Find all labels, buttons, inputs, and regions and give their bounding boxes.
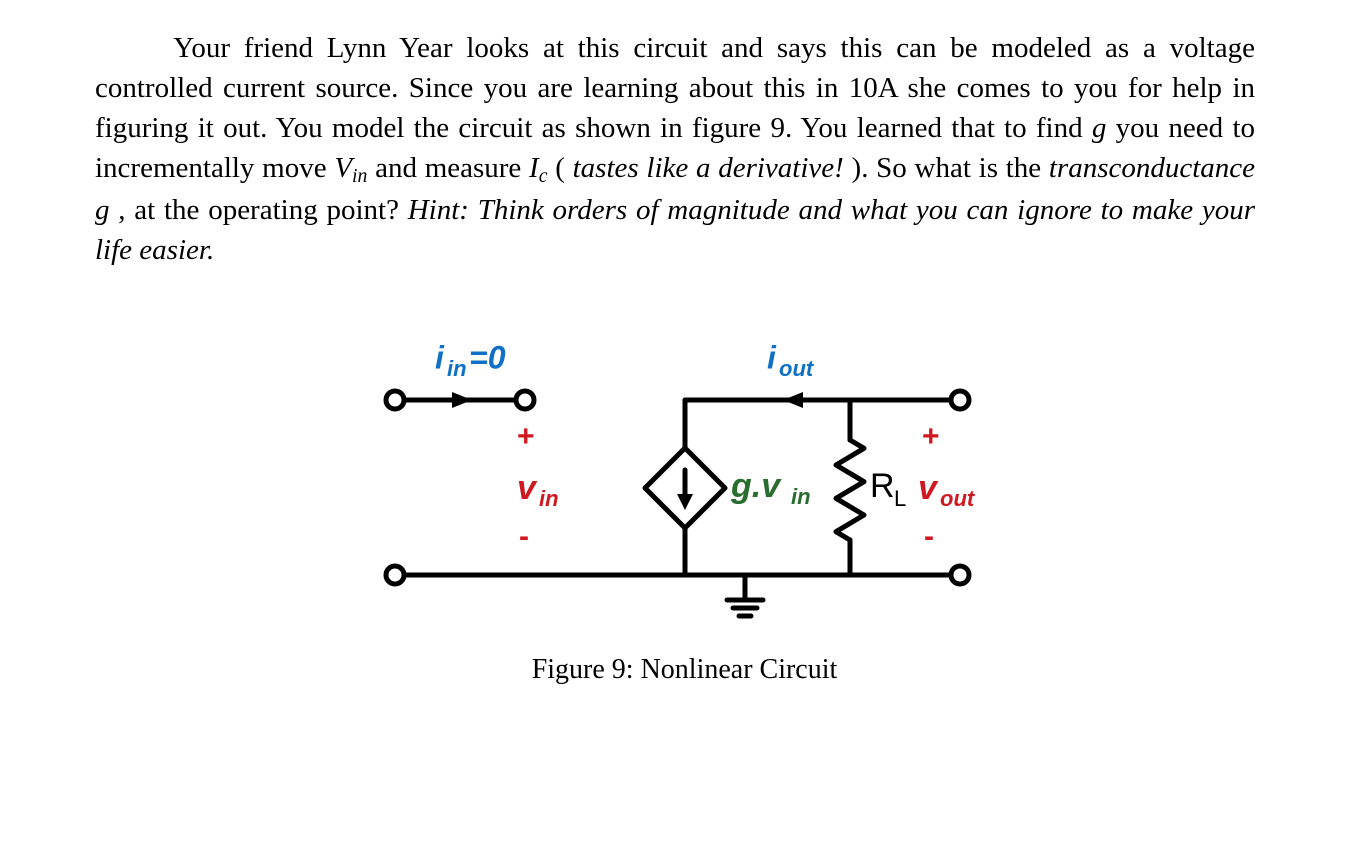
paragraph-text: and measure: [375, 152, 529, 184]
paragraph-hint-inline: tastes like a derivative!: [573, 152, 844, 184]
svg-text:L: L: [894, 486, 906, 511]
svg-text:R: R: [870, 467, 895, 505]
svg-text:in: in: [447, 356, 467, 381]
figure-9: iin=0+vin-g.vinRLiout+vout- Figure 9: No…: [0, 330, 1369, 686]
svg-text:in: in: [539, 486, 559, 511]
svg-text:+: +: [517, 420, 535, 453]
svg-text:out: out: [940, 486, 976, 511]
paragraph-text: (: [555, 152, 565, 184]
svg-text:i: i: [767, 339, 777, 375]
var-vin-sub: in: [352, 165, 367, 187]
var-vin-v: V: [334, 152, 352, 184]
circuit-diagram: iin=0+vin-g.vinRLiout+vout-: [365, 330, 1005, 640]
svg-text:-: -: [519, 520, 529, 553]
figure-caption: Figure 9: Nonlinear Circuit: [0, 654, 1369, 686]
var-ic-sub: c: [539, 165, 548, 187]
svg-text:-: -: [924, 520, 934, 553]
svg-text:g.v: g.v: [730, 467, 782, 505]
var-ic-i: I: [529, 152, 539, 184]
paragraph-text: ). So what is the: [852, 152, 1049, 184]
paragraph-text: Your friend Lynn Year looks at this circ…: [95, 32, 1255, 144]
paragraph-text: , at the operating point?: [118, 194, 407, 226]
svg-text:+: +: [922, 420, 940, 453]
svg-text:in: in: [791, 484, 811, 509]
svg-text:out: out: [779, 356, 815, 381]
svg-text:i: i: [435, 339, 445, 375]
problem-paragraph: Your friend Lynn Year looks at this circ…: [95, 28, 1255, 270]
var-g: g: [1092, 112, 1107, 144]
svg-text:v: v: [517, 469, 538, 507]
svg-text:=0: =0: [469, 339, 506, 375]
svg-text:v: v: [918, 469, 939, 507]
